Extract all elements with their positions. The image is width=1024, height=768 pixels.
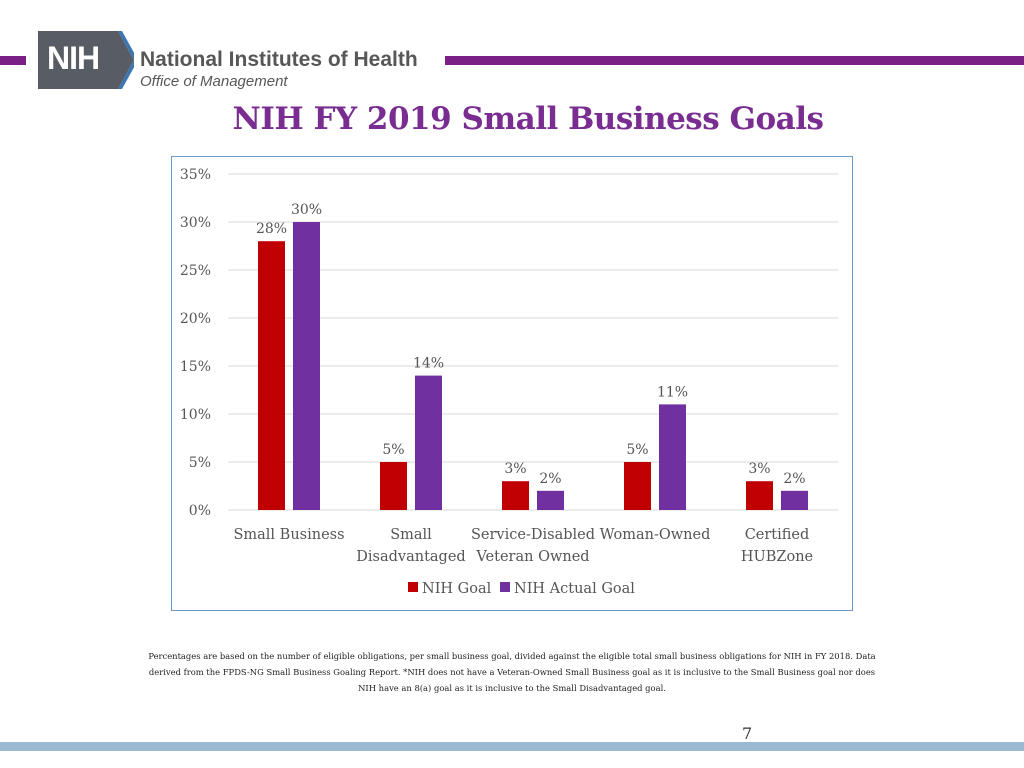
- x-tick-label: Small Business: [233, 527, 344, 543]
- data-label: 3%: [504, 461, 526, 477]
- bar: [502, 481, 529, 510]
- bar: [537, 490, 564, 510]
- data-label: 2%: [783, 471, 805, 487]
- org-name: National Institutes of Health: [140, 48, 418, 71]
- header-accent-bar-right: [445, 56, 1024, 65]
- legend-swatch: [500, 582, 510, 592]
- x-tick-label: Service-Disabled: [471, 527, 595, 543]
- nih-logo-text: NIH: [47, 40, 100, 76]
- x-tick-label: Woman-Owned: [600, 527, 711, 543]
- data-label: 14%: [413, 356, 444, 372]
- page-title: NIH FY 2019 Small Business Goals: [232, 101, 824, 137]
- bar: [293, 222, 320, 510]
- x-tick-label: HUBZone: [741, 549, 813, 565]
- y-tick-label: 25%: [180, 263, 211, 279]
- bar: [415, 375, 442, 510]
- bar: [380, 462, 407, 510]
- y-tick-label: 15%: [180, 359, 211, 375]
- bar: [624, 462, 651, 510]
- data-label: 5%: [382, 442, 404, 458]
- data-label: 11%: [657, 384, 688, 400]
- bar: [781, 490, 808, 510]
- legend-label: NIH Goal: [422, 581, 492, 597]
- y-tick-label: 35%: [180, 167, 211, 183]
- data-label: 28%: [256, 221, 287, 237]
- legend-label: NIH Actual Goal: [514, 581, 635, 597]
- header-accent-bar-left: [0, 56, 26, 65]
- x-tick-label: Disadvantaged: [356, 549, 465, 565]
- legend-swatch: [408, 582, 418, 592]
- footnote: Percentages are based on the number of e…: [148, 651, 876, 693]
- y-tick-label: 0%: [189, 503, 211, 519]
- data-label: 2%: [539, 471, 561, 487]
- data-label: 5%: [626, 442, 648, 458]
- x-tick-label: Certified: [745, 527, 810, 543]
- x-tick-label: Small: [390, 527, 432, 543]
- bar: [659, 404, 686, 510]
- y-tick-label: 5%: [189, 455, 211, 471]
- x-tick-label: Veteran Owned: [475, 549, 589, 565]
- data-label: 30%: [291, 202, 322, 218]
- footer-bar: [0, 742, 1024, 751]
- chart-frame: [171, 156, 853, 611]
- y-tick-label: 30%: [180, 215, 211, 231]
- y-tick-label: 10%: [180, 407, 211, 423]
- bar: [258, 241, 285, 510]
- bar: [746, 481, 773, 510]
- data-label: 3%: [748, 461, 770, 477]
- y-tick-label: 20%: [180, 311, 211, 327]
- nih-logo: [38, 31, 134, 89]
- page-number: 7: [742, 724, 753, 743]
- org-subtitle: Office of Management: [140, 73, 288, 90]
